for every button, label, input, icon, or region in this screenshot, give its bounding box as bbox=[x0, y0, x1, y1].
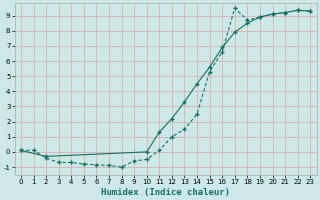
X-axis label: Humidex (Indice chaleur): Humidex (Indice chaleur) bbox=[101, 188, 230, 197]
